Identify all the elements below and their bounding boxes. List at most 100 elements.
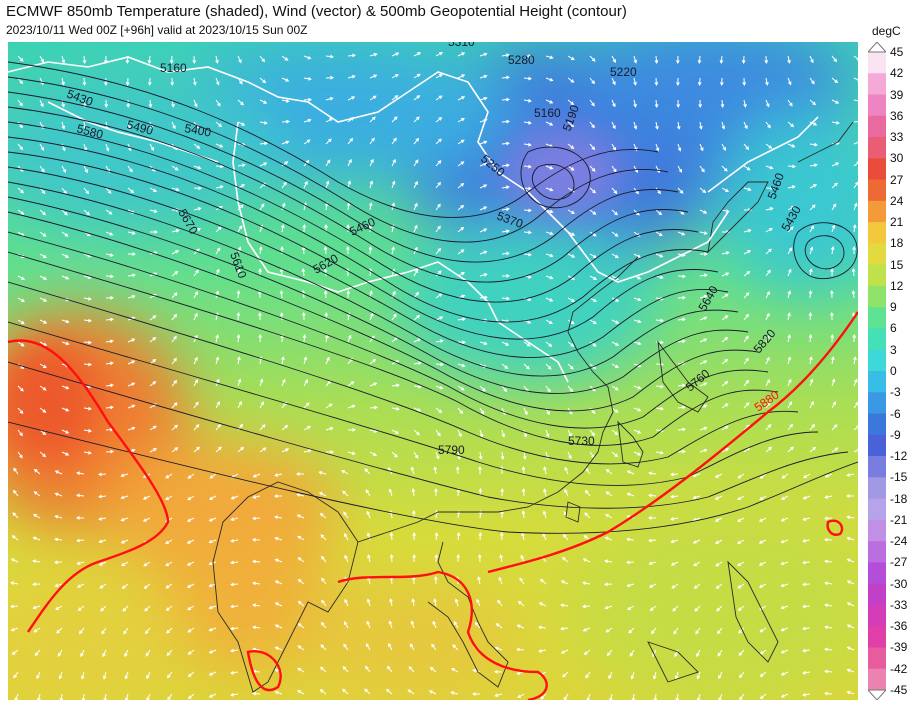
wind-arrow <box>98 561 107 566</box>
wind-arrow <box>237 446 245 453</box>
wind-arrow <box>366 510 371 519</box>
wind-arrow <box>609 693 613 700</box>
wind-arrow <box>560 603 569 608</box>
wind-arrow <box>824 647 833 652</box>
wind-arrow <box>319 689 327 695</box>
wind-arrow <box>318 471 327 475</box>
wind-arrow <box>853 55 858 61</box>
wind-arrow <box>721 336 729 343</box>
wind-arrow <box>561 556 569 563</box>
wind-arrow <box>391 246 395 255</box>
wind-arrow <box>648 583 657 588</box>
wind-arrow <box>454 598 459 607</box>
wind-arrow <box>237 268 241 277</box>
wind-arrow <box>318 492 327 497</box>
wind-arrow <box>164 539 173 544</box>
wind-arrow <box>693 583 701 589</box>
wind-arrow <box>83 362 93 367</box>
wind-arrow <box>186 539 195 544</box>
wind-arrow <box>743 165 751 171</box>
wind-arrow <box>208 671 217 676</box>
wind-arrow <box>633 99 637 108</box>
wind-arrow <box>545 187 554 192</box>
wind-arrow <box>39 451 47 458</box>
wind-arrow <box>589 143 596 151</box>
wind-arrow <box>456 532 461 541</box>
wind-arrow <box>303 449 312 453</box>
wind-arrow <box>127 121 131 130</box>
wind-arrow <box>83 318 92 323</box>
wind-arrow <box>824 625 833 630</box>
wind-arrow <box>33 468 41 475</box>
wind-arrow <box>605 627 613 633</box>
wind-arrow <box>274 602 283 607</box>
wind-arrow <box>567 209 576 214</box>
wind-arrow <box>435 203 441 211</box>
wind-arrow <box>479 96 488 101</box>
wind-arrow <box>432 620 437 629</box>
wind-arrow <box>737 583 745 589</box>
wind-arrow <box>53 560 63 565</box>
wind-arrow <box>787 77 792 86</box>
wind-arrow <box>165 583 173 589</box>
wind-arrow <box>802 495 811 500</box>
wind-arrow <box>237 99 245 106</box>
wind-arrow <box>692 495 701 500</box>
wind-arrow <box>76 471 85 476</box>
wind-arrow <box>500 487 505 497</box>
height-contour-label: 5730 <box>568 434 595 448</box>
wind-arrow <box>325 180 330 189</box>
wind-arrow <box>411 488 416 497</box>
wind-arrow <box>61 121 66 130</box>
wind-arrow <box>237 204 244 211</box>
wind-arrow <box>765 334 770 343</box>
wind-arrow <box>171 292 178 299</box>
wind-arrow <box>823 691 833 696</box>
wind-arrow <box>650 627 657 635</box>
wind-arrow <box>302 333 307 343</box>
wind-arrow <box>193 423 200 431</box>
wind-arrow <box>369 95 377 101</box>
wind-arrow <box>61 451 70 456</box>
wind-arrow <box>193 290 198 299</box>
wind-arrow <box>670 494 679 499</box>
wind-arrow <box>560 649 569 654</box>
wind-arrow <box>208 517 217 522</box>
wind-arrow <box>852 224 857 233</box>
wind-arrow <box>567 253 576 258</box>
wind-arrow <box>435 407 443 413</box>
wind-arrow <box>538 649 547 653</box>
wind-arrow <box>435 225 441 233</box>
wind-arrow <box>413 224 418 233</box>
wind-arrow <box>670 561 679 566</box>
wind-arrow <box>57 649 63 657</box>
wind-arrow <box>853 99 858 103</box>
wind-arrow <box>435 429 441 437</box>
wind-arrow <box>736 517 745 522</box>
wind-arrow <box>567 429 572 438</box>
wind-arrow <box>501 97 511 102</box>
wind-arrow <box>166 627 173 634</box>
wind-arrow <box>12 489 19 497</box>
wind-arrow <box>303 402 310 409</box>
wind-arrow <box>824 495 833 499</box>
wind-arrow <box>54 583 63 588</box>
wind-arrow <box>719 77 724 87</box>
wind-arrow <box>171 447 179 453</box>
wind-arrow <box>274 624 283 629</box>
wind-arrow <box>714 517 723 522</box>
wind-arrow <box>695 627 701 635</box>
wind-arrow <box>589 275 598 280</box>
wind-arrow <box>719 55 724 64</box>
wind-arrow <box>429 666 437 673</box>
wind-arrow <box>743 335 749 343</box>
wind-arrow <box>457 204 465 211</box>
wind-arrow <box>759 473 767 479</box>
wind-arrow <box>677 274 687 279</box>
wind-arrow <box>413 361 422 366</box>
wind-arrow <box>368 245 373 255</box>
wind-arrow <box>567 55 575 61</box>
wind-arrow <box>193 379 199 387</box>
wind-arrow <box>125 77 130 87</box>
